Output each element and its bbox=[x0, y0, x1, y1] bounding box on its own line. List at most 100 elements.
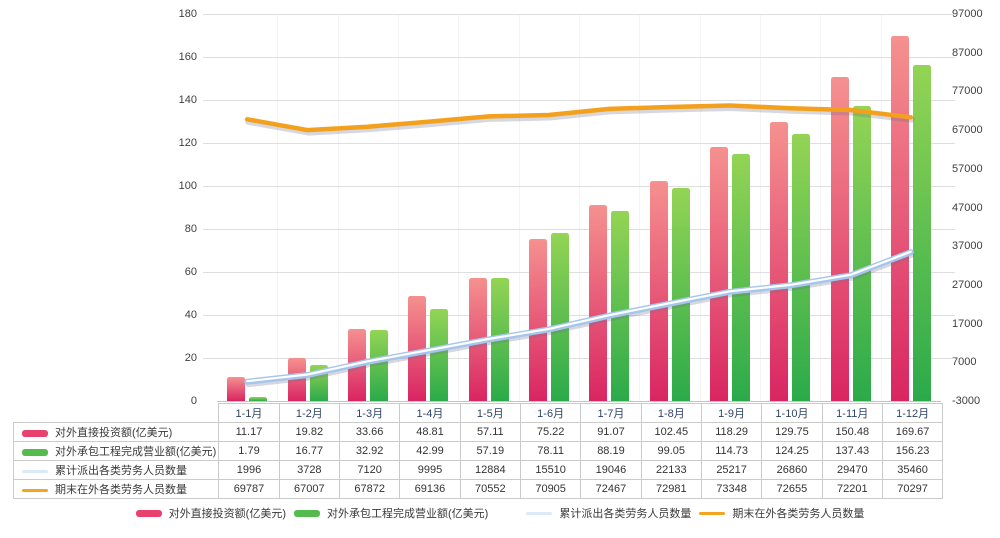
bar-outward-direct-investment-6 bbox=[528, 239, 547, 401]
bar-contracted-projects-turnover-6 bbox=[550, 233, 569, 401]
line-swatch-icon bbox=[22, 488, 48, 492]
column-header: 1-2月 bbox=[278, 403, 340, 423]
table-cell: 88.19 bbox=[580, 441, 642, 461]
gridline bbox=[203, 14, 955, 15]
column-header: 1-3月 bbox=[338, 403, 401, 423]
table-cell: 1996 bbox=[218, 460, 280, 480]
legend-item-label: 对外直接投资额(亿美元) bbox=[168, 508, 286, 520]
right-axis-tick-label: 47000 bbox=[952, 201, 983, 214]
vertical-gridline bbox=[820, 14, 822, 401]
column-header: 1-11月 bbox=[821, 403, 883, 423]
gridline bbox=[203, 229, 955, 230]
column-header: 1-4月 bbox=[399, 403, 461, 423]
table-cell: 33.66 bbox=[338, 422, 401, 442]
table-cell: 7120 bbox=[338, 460, 401, 480]
bar-contracted-projects-turnover-10 bbox=[792, 133, 811, 401]
series-label-cell: 期末在外各类劳务人员数量 bbox=[12, 479, 220, 499]
left-axis-tick-label: 20 bbox=[184, 352, 197, 364]
bar-outward-direct-investment-8 bbox=[649, 180, 668, 401]
table-cell: 57.19 bbox=[459, 441, 521, 461]
bar-swatch-icon bbox=[294, 509, 320, 517]
table-cell: 69787 bbox=[218, 479, 280, 499]
bar-contracted-projects-turnover-3 bbox=[369, 330, 388, 401]
legend-item[interactable]: 期末在外各类劳务人员数量 bbox=[699, 505, 864, 521]
column-header: 1-6月 bbox=[519, 403, 582, 423]
right-axis-tick-label: 87000 bbox=[952, 46, 983, 59]
bar-contracted-projects-turnover-11 bbox=[852, 105, 871, 401]
table-row: 累计派出各类劳务人员数量 1996 3728 7120 9995 12884 15510 19… bbox=[12, 460, 944, 480]
series-label: 对外直接投资额(亿美元) bbox=[55, 427, 173, 439]
table-cell: 169.67 bbox=[881, 422, 944, 442]
right-axis-tick-label: -3000 bbox=[952, 395, 981, 407]
line-labor-abroad-period-end bbox=[244, 103, 914, 133]
legend-item-label: 期末在外各类劳务人员数量 bbox=[732, 508, 865, 520]
table-header-row: 1-1月 1-2月 1-3月 1-4月 1-5月 1-6月 1-7月 1-8月 1-9月 1-10… bbox=[14, 403, 944, 423]
right-axis-tick-label: 37000 bbox=[952, 240, 983, 253]
legend-item[interactable]: 累计派出各类劳务人员数量 bbox=[526, 505, 691, 521]
bar-contracted-projects-turnover-12 bbox=[912, 65, 931, 401]
plot-area bbox=[203, 14, 955, 402]
table-cell: 25217 bbox=[700, 460, 763, 480]
column-header: 1-1月 bbox=[218, 403, 280, 423]
bar-swatch-icon bbox=[22, 429, 48, 437]
vertical-gridline bbox=[398, 14, 399, 401]
table-cell: 124.25 bbox=[761, 441, 823, 461]
legend-item[interactable]: 对外承包工程完成营业额(亿美元) bbox=[294, 505, 488, 521]
vertical-gridline bbox=[337, 14, 339, 401]
table-cell: 12884 bbox=[459, 460, 521, 480]
left-axis-tick-label: 100 bbox=[178, 180, 197, 192]
right-axis-tick-label: 57000 bbox=[952, 162, 983, 175]
table-cell: 26860 bbox=[761, 460, 823, 480]
series-label: 期末在外各类劳务人员数量 bbox=[55, 484, 187, 496]
bar-outward-direct-investment-9 bbox=[709, 146, 728, 401]
table-cell: 22133 bbox=[640, 460, 702, 480]
table-cell: 99.05 bbox=[640, 441, 702, 461]
left-axis-tick-label: 160 bbox=[178, 51, 197, 63]
bar-outward-direct-investment-1 bbox=[227, 377, 246, 401]
vertical-gridline bbox=[699, 14, 701, 401]
table-cell: 73348 bbox=[700, 479, 763, 499]
bar-swatch-icon bbox=[22, 448, 48, 456]
bar-contracted-projects-turnover-8 bbox=[671, 188, 690, 401]
table-cell: 19046 bbox=[580, 460, 642, 480]
table-row: 对外承包工程完成营业额(亿美元) 1.79 16.77 32.92 42.99 57.19… bbox=[12, 441, 944, 461]
table-cell: 32.92 bbox=[338, 441, 401, 461]
table-cell: 72981 bbox=[640, 479, 702, 499]
legend-item-label: 累计派出各类劳务人员数量 bbox=[559, 508, 692, 520]
bar-swatch-icon bbox=[135, 509, 162, 517]
column-header: 1-10月 bbox=[761, 403, 823, 423]
bar-contracted-projects-turnover-9 bbox=[731, 154, 750, 401]
table-cell: 118.29 bbox=[700, 422, 763, 442]
right-axis-tick-label: 67000 bbox=[952, 124, 983, 137]
table-cell: 9995 bbox=[399, 460, 461, 480]
table-cell: 72201 bbox=[821, 479, 883, 499]
legend-item[interactable]: 对外直接投资额(亿美元) bbox=[135, 505, 286, 521]
table-cell: 75.22 bbox=[519, 422, 582, 442]
table-cell: 3728 bbox=[278, 460, 340, 480]
line-shadow-labor-abroad-period-end bbox=[245, 105, 915, 136]
series-label-cell: 对外承包工程完成营业额(亿美元) bbox=[12, 441, 220, 461]
right-axis: -3000 7000 17000 27000 37000 47000 57000 67000 7… bbox=[952, 8, 998, 407]
series-label: 累计派出各类劳务人员数量 bbox=[55, 465, 187, 477]
left-axis-tick-label: 0 bbox=[190, 395, 197, 407]
bar-outward-direct-investment-4 bbox=[408, 296, 427, 401]
left-axis-tick-label: 120 bbox=[178, 137, 197, 149]
bar-outward-direct-investment-11 bbox=[830, 77, 849, 401]
line-swatch-icon bbox=[526, 511, 553, 515]
gridline bbox=[203, 57, 955, 58]
bar-outward-direct-investment-2 bbox=[287, 358, 306, 401]
bar-outward-direct-investment-7 bbox=[589, 205, 608, 401]
table-cell: 72467 bbox=[580, 479, 642, 499]
right-axis-tick-label: 97000 bbox=[952, 8, 983, 20]
vertical-gridline bbox=[639, 14, 641, 401]
right-axis-tick-label: 77000 bbox=[952, 85, 983, 98]
table-cell: 11.17 bbox=[218, 422, 280, 442]
vertical-gridline bbox=[458, 14, 460, 401]
vertical-gridline bbox=[880, 14, 882, 401]
column-header: 1-12月 bbox=[881, 403, 944, 423]
legend-item-label: 对外承包工程完成营业额(亿美元) bbox=[327, 508, 489, 520]
line-swatch-icon bbox=[22, 469, 48, 473]
column-header: 1-8月 bbox=[640, 403, 702, 423]
table-cell: 57.11 bbox=[459, 422, 521, 442]
